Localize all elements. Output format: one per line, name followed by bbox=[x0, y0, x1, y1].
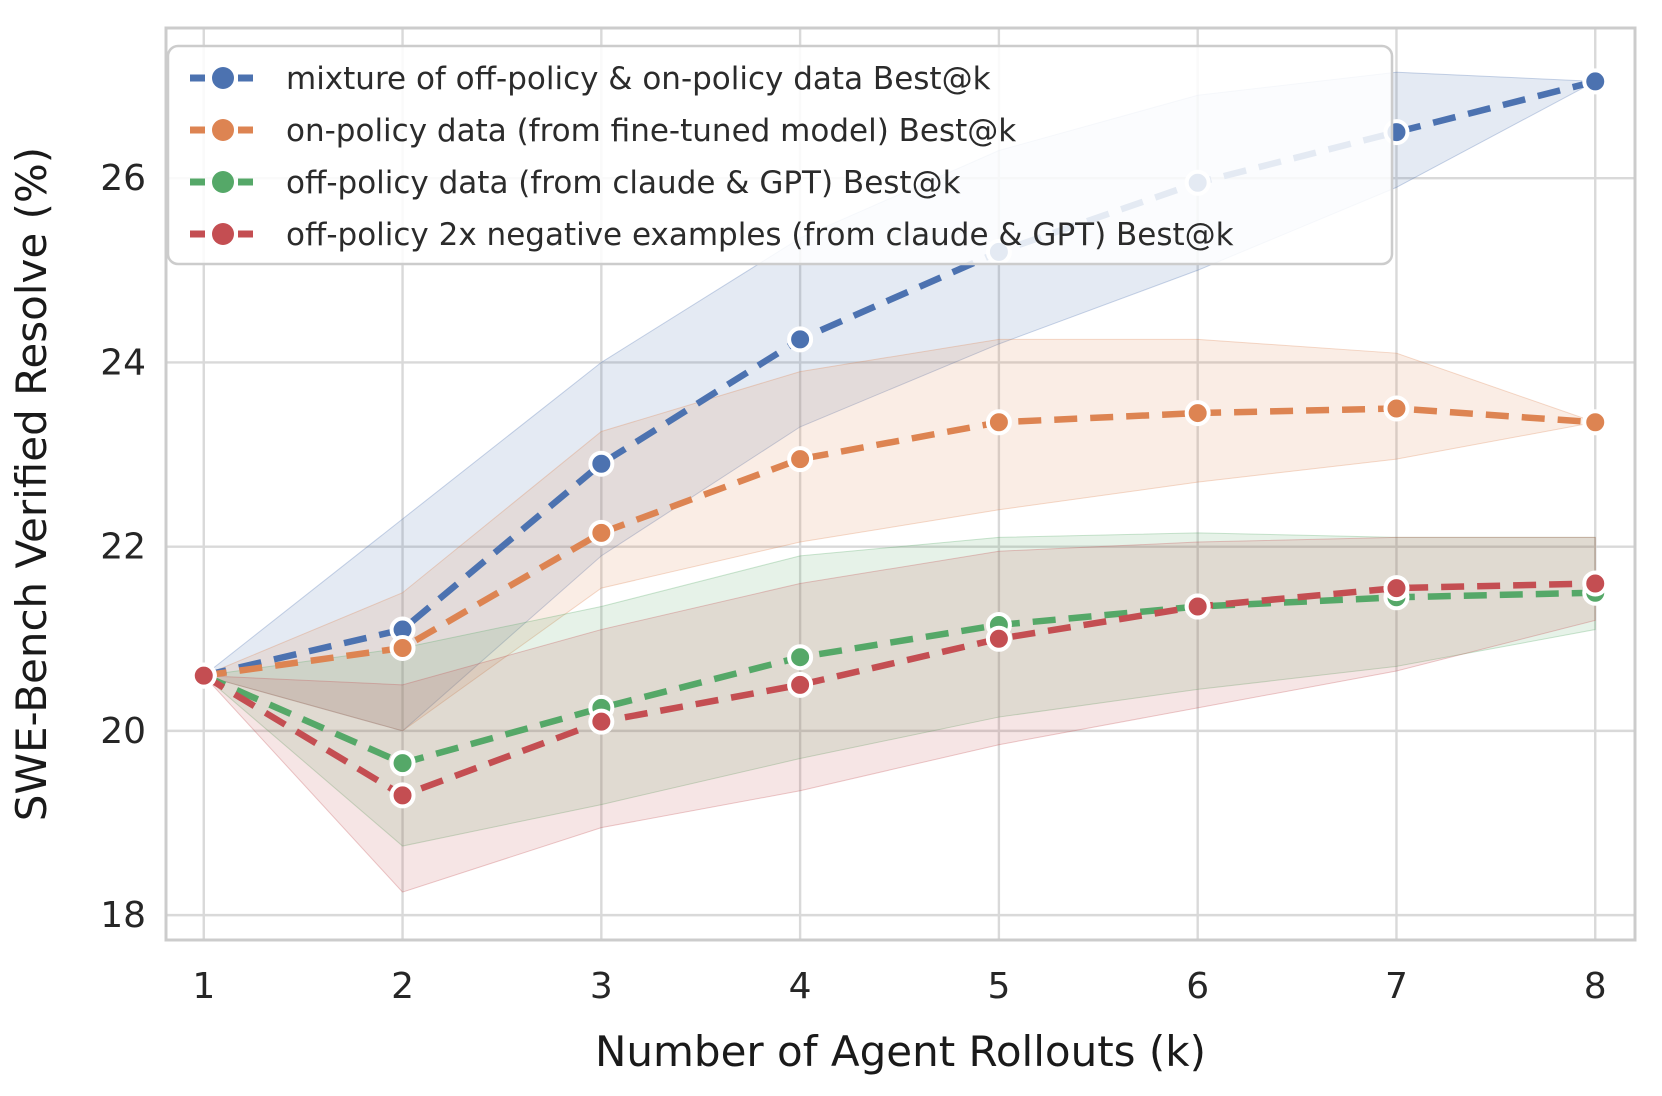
data-point-marker bbox=[985, 625, 1012, 652]
x-axis-ticks: 1 2 3 4 5 6 7 8 bbox=[192, 966, 1606, 1007]
x-axis-label: Number of Agent Rollouts (k) bbox=[595, 1027, 1206, 1076]
legend-marker bbox=[212, 119, 234, 141]
data-point-marker bbox=[985, 409, 1012, 436]
series-line-3 bbox=[202, 580, 1596, 799]
legend-entry-0: mixture of off-policy & on-policy data B… bbox=[190, 61, 991, 97]
legend-marker bbox=[212, 67, 234, 89]
series-3 bbox=[190, 570, 1609, 809]
data-point-marker bbox=[787, 446, 814, 473]
y-axis-label: SWE-Bench Verified Resolve (%) bbox=[7, 147, 56, 821]
y-axis-ticks: 18 20 22 24 26 bbox=[100, 158, 146, 936]
data-point-marker bbox=[588, 708, 615, 735]
x-tick-label: 1 bbox=[192, 966, 215, 1007]
data-point-marker bbox=[588, 519, 615, 546]
data-point-marker bbox=[1383, 575, 1410, 602]
x-tick-label: 7 bbox=[1385, 966, 1408, 1007]
plot-border bbox=[164, 26, 1637, 942]
x-tick-label: 8 bbox=[1584, 966, 1607, 1007]
legend-marker bbox=[212, 223, 234, 245]
data-point-marker bbox=[1582, 570, 1609, 597]
legend-marker bbox=[212, 171, 234, 193]
data-point-marker bbox=[1383, 395, 1410, 422]
data-point-marker bbox=[1582, 68, 1609, 95]
data-point-marker bbox=[787, 326, 814, 353]
legend: mixture of off-policy & on-policy data B… bbox=[166, 44, 1394, 266]
series-line-1 bbox=[203, 405, 1596, 679]
y-tick-label: 22 bbox=[100, 527, 146, 568]
series-line-2 bbox=[202, 589, 1596, 767]
x-tick-label: 5 bbox=[987, 966, 1010, 1007]
legend-box bbox=[166, 44, 1394, 266]
data-point-marker bbox=[389, 782, 416, 809]
x-tick-label: 6 bbox=[1186, 966, 1209, 1007]
data-point-marker bbox=[389, 634, 416, 661]
y-tick-label: 20 bbox=[100, 711, 146, 752]
legend-label: on-policy data (from fine-tuned model) B… bbox=[286, 113, 1016, 149]
y-tick-label: 18 bbox=[100, 895, 146, 936]
series-line-0 bbox=[203, 78, 1597, 679]
legend-label: off-policy 2x negative examples (from cl… bbox=[286, 217, 1234, 253]
data-point-marker bbox=[190, 662, 217, 689]
x-tick-label: 4 bbox=[789, 966, 812, 1007]
data-point-marker bbox=[787, 644, 814, 671]
x-tick-label: 2 bbox=[391, 966, 414, 1007]
legend-entry-3: off-policy 2x negative examples (from cl… bbox=[190, 217, 1234, 253]
data-point-marker bbox=[1184, 400, 1211, 427]
data-point-marker bbox=[1582, 409, 1609, 436]
data-point-marker bbox=[1184, 593, 1211, 620]
legend-label: off-policy data (from claude & GPT) Best… bbox=[286, 165, 961, 201]
legend-entry-2: off-policy data (from claude & GPT) Best… bbox=[190, 165, 961, 201]
data-point-marker bbox=[389, 750, 416, 777]
y-tick-label: 26 bbox=[100, 158, 146, 199]
y-tick-label: 24 bbox=[100, 342, 146, 383]
x-tick-label: 3 bbox=[590, 966, 613, 1007]
data-point-marker bbox=[787, 671, 814, 698]
data-point-marker bbox=[588, 450, 615, 477]
legend-entry-1: on-policy data (from fine-tuned model) B… bbox=[190, 113, 1016, 149]
legend-label: mixture of off-policy & on-policy data B… bbox=[286, 61, 991, 97]
